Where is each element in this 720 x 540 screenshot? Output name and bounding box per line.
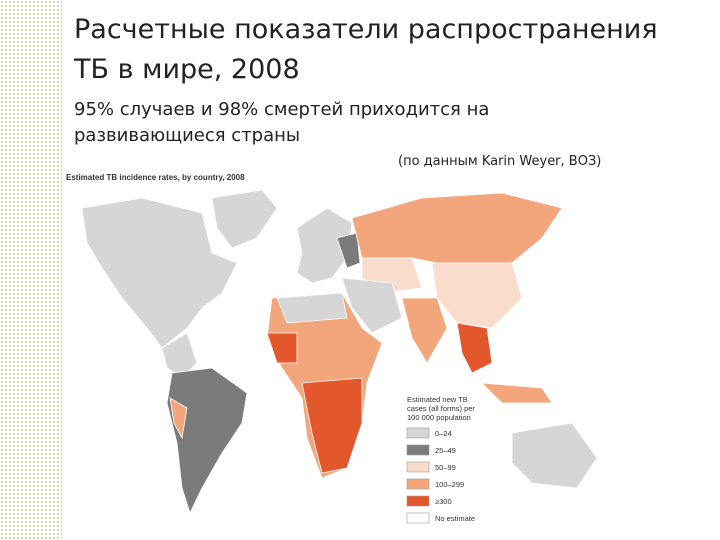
- region: [511, 422, 598, 489]
- legend-swatch: [406, 461, 430, 473]
- legend-swatch: [406, 512, 430, 524]
- map-title: Estimated TB incidence rates, by country…: [66, 173, 245, 182]
- region: [456, 322, 493, 374]
- region: [431, 262, 523, 329]
- legend-label: ≥300: [435, 497, 452, 506]
- region: [211, 189, 278, 249]
- legend-title: 100 000 population: [407, 413, 471, 422]
- legend-label: 0–24: [435, 429, 452, 438]
- region: [296, 207, 353, 284]
- region: [480, 382, 553, 404]
- region: [166, 367, 248, 515]
- legend-swatch: [406, 478, 430, 490]
- region: [81, 197, 238, 349]
- legend-label: 25–49: [435, 446, 456, 455]
- region: [351, 192, 563, 269]
- region: [336, 232, 361, 269]
- legend-label: No estimate: [435, 514, 475, 523]
- legend-label: 50–99: [435, 463, 456, 472]
- region: [401, 297, 448, 364]
- region: [301, 377, 363, 474]
- legend-swatch: [406, 427, 430, 439]
- world-map: Estimated TB incidence rates, by country…: [66, 173, 598, 524]
- region: [266, 332, 298, 364]
- legend-swatch: [406, 495, 430, 507]
- region: [169, 397, 188, 440]
- legend-label: 100–299: [435, 480, 464, 489]
- legend-swatch: [406, 444, 430, 456]
- slide-subtitle: 95% случаев и 98% смертей приходится на …: [74, 99, 490, 146]
- region: [276, 292, 348, 324]
- decor-strip: [0, 0, 62, 540]
- slide-title: Расчетные показатели распространения ТБ …: [74, 14, 658, 85]
- legend-title: Estimated new TB: [407, 395, 468, 404]
- source-note: (по данным Karin Weyer, ВОЗ): [398, 154, 602, 169]
- legend-title: cases (all forms) per: [407, 404, 475, 413]
- region: [341, 277, 403, 334]
